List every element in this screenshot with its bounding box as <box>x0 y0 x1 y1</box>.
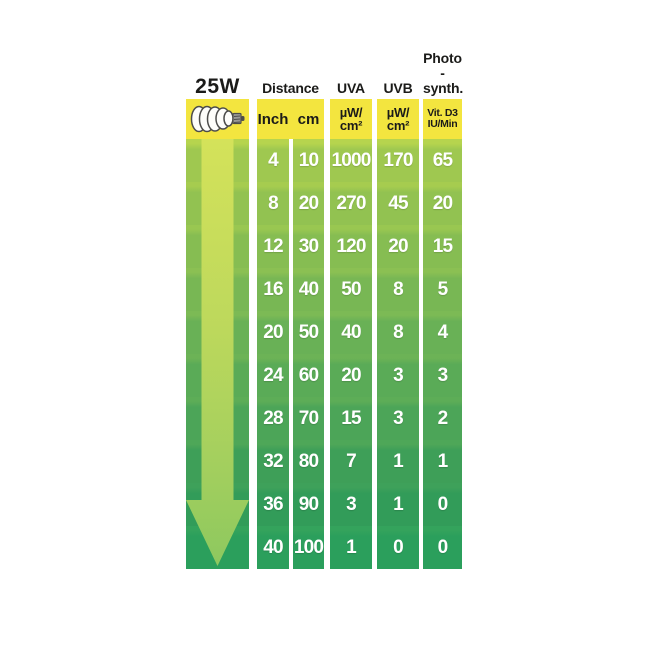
table-cell: 50 <box>293 311 324 354</box>
uva-units-cell: µW/ cm² <box>330 99 372 139</box>
table-cell: 3 <box>377 354 419 397</box>
table-cell: 3 <box>330 483 372 526</box>
column-header-photosynth: Photo -synth. <box>423 50 464 96</box>
table-cell: 20 <box>377 225 419 268</box>
cfl-bulb-icon <box>190 105 244 133</box>
table-cell: 20 <box>257 311 289 354</box>
wattage-label: 25W <box>195 75 240 98</box>
table-cell: 5 <box>423 268 462 311</box>
lamp-cell <box>186 99 249 139</box>
uv-output-table: 25W Distance UVA UVB Photo -synth. <box>186 51 463 570</box>
table-cell: 40 <box>293 268 324 311</box>
distance-units-cell: Inch cm <box>257 99 324 139</box>
column-header-distance: Distance <box>262 80 319 96</box>
table-cell: 20 <box>330 354 372 397</box>
table-cell: 24 <box>257 354 289 397</box>
table-cell: 100 <box>293 526 324 569</box>
down-arrow-icon <box>186 139 249 566</box>
table-cell: 270 <box>330 182 372 225</box>
table-cell: 45 <box>377 182 419 225</box>
table-cell: 2 <box>423 397 462 440</box>
uvb-unit-line1: µW/ <box>386 104 410 120</box>
unit-label-inch: Inch <box>257 110 289 128</box>
table-cell: 1 <box>423 440 462 483</box>
table-cell: 90 <box>293 483 324 526</box>
table-cell: 0 <box>377 526 419 569</box>
table-cell: 4 <box>257 139 289 182</box>
table-cell: 120 <box>330 225 372 268</box>
table-cell: 80 <box>293 440 324 483</box>
cm-column: 10 20 30 40 50 60 70 80 90 100 <box>293 139 324 569</box>
table-cell: 8 <box>257 182 289 225</box>
uva-column: 1000 270 120 50 40 20 15 7 3 1 <box>330 139 372 569</box>
column-header-uva: UVA <box>337 80 365 96</box>
photosynth-unit-line1: Vit. D3 <box>427 106 458 119</box>
uvb-column: 170 45 20 8 8 3 3 1 1 0 <box>377 139 419 569</box>
table-cell: 7 <box>330 440 372 483</box>
table-cell: 3 <box>377 397 419 440</box>
table-cell: 16 <box>257 268 289 311</box>
table-cell: 15 <box>423 225 462 268</box>
table-cell: 1 <box>377 483 419 526</box>
table-cell: 36 <box>257 483 289 526</box>
table-cell: 4 <box>423 311 462 354</box>
table-cell: 0 <box>423 526 462 569</box>
table-cell: 8 <box>377 311 419 354</box>
table-cell: 1000 <box>330 139 372 182</box>
table-cell: 20 <box>293 182 324 225</box>
column-header-uvb: UVB <box>383 80 413 96</box>
uvb-units-cell: µW/ cm² <box>377 99 419 139</box>
table-cell: 170 <box>377 139 419 182</box>
uva-unit-line2: cm² <box>339 118 363 133</box>
table-cell: 60 <box>293 354 324 397</box>
table-cell: 15 <box>330 397 372 440</box>
table-cell: 8 <box>377 268 419 311</box>
uva-unit-line1: µW/ <box>339 104 363 120</box>
table-cell: 3 <box>423 354 462 397</box>
table-cell: 28 <box>257 397 289 440</box>
unit-label-cm: cm <box>297 110 320 128</box>
table-cell: 12 <box>257 225 289 268</box>
table-cell: 40 <box>330 311 372 354</box>
table-cell: 10 <box>293 139 324 182</box>
photosynth-label-line2: -synth. <box>423 65 464 96</box>
table-cell: 30 <box>293 225 324 268</box>
column-header-row: 25W Distance UVA UVB Photo -synth. <box>186 51 463 99</box>
data-grid: 4 8 12 16 20 24 28 32 36 40 10 20 30 40 50 60 70 80 90 100… <box>186 139 462 569</box>
unit-header-row: Inch cm µW/ cm² µW/ cm² Vit. D3 IU/Min <box>186 99 462 139</box>
table-cell: 0 <box>423 483 462 526</box>
table-cell: 32 <box>257 440 289 483</box>
photosynth-label-line1: Photo <box>423 50 462 66</box>
table-cell: 70 <box>293 397 324 440</box>
table-cell: 1 <box>377 440 419 483</box>
table-cell: 40 <box>257 526 289 569</box>
photosynth-unit-line2: IU/Min <box>427 118 458 130</box>
uvb-unit-line2: cm² <box>386 118 410 133</box>
photosynth-units-cell: Vit. D3 IU/Min <box>423 99 462 139</box>
photosynth-column: 65 20 15 5 4 3 2 1 0 0 <box>423 139 462 569</box>
table-cell: 65 <box>423 139 462 182</box>
inch-column: 4 8 12 16 20 24 28 32 36 40 <box>257 139 289 569</box>
table-cell: 1 <box>330 526 372 569</box>
table-cell: 50 <box>330 268 372 311</box>
depth-arrow-column <box>186 139 249 569</box>
table-cell: 20 <box>423 182 462 225</box>
